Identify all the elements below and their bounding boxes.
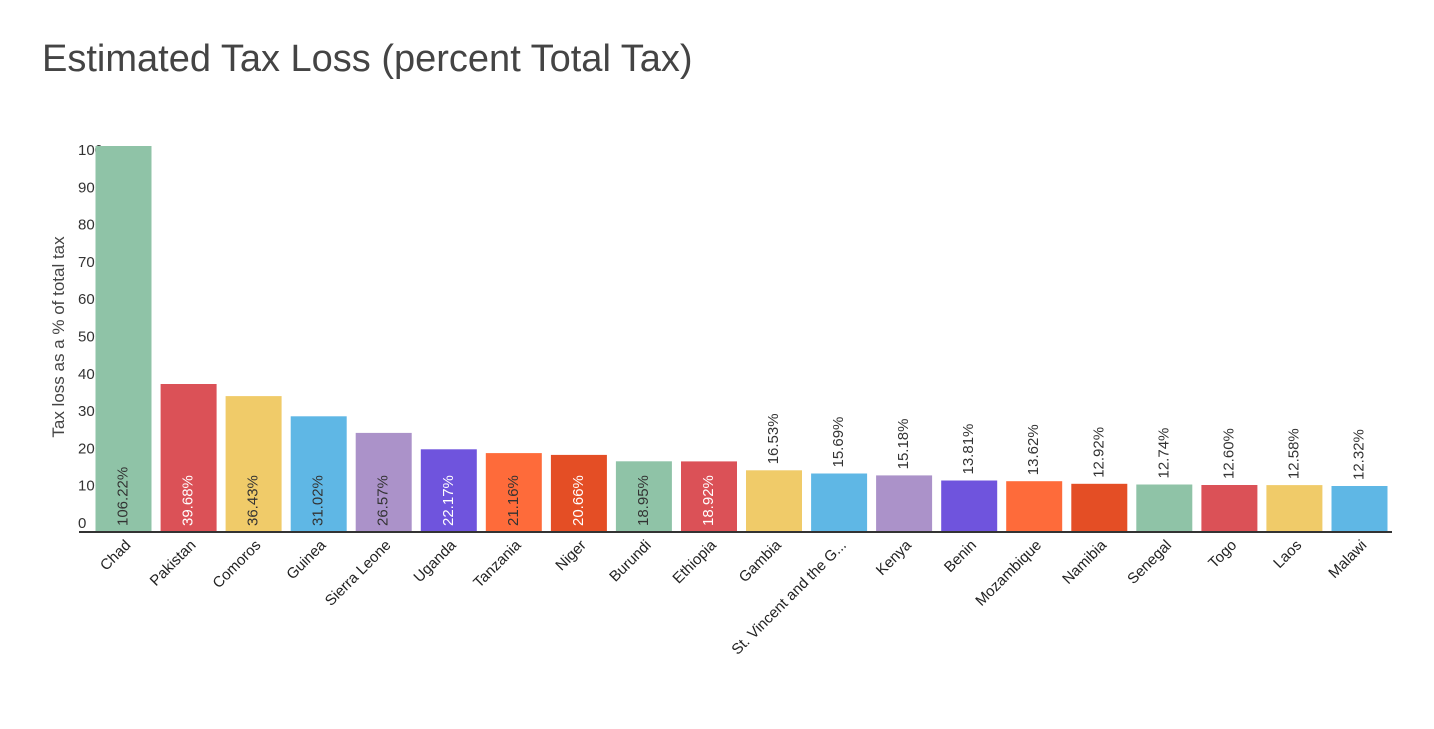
bar	[681, 461, 737, 532]
bar	[941, 480, 998, 532]
y-tick-label: 90	[78, 179, 95, 196]
data-label: 12.74%	[1155, 428, 1172, 479]
bar	[746, 470, 802, 532]
data-label: 12.60%	[1220, 428, 1237, 479]
bar	[420, 449, 477, 532]
x-category-label: Niger	[552, 537, 589, 574]
data-label: 106.22%	[114, 467, 131, 526]
x-category-label: Togo	[1205, 537, 1240, 572]
bar	[95, 146, 152, 532]
x-category-label: Chad	[97, 537, 134, 574]
bar	[550, 454, 607, 532]
y-axis-label: Tax loss as a % of total tax	[49, 236, 68, 438]
data-label: 12.58%	[1285, 428, 1302, 479]
data-label: 13.81%	[960, 424, 977, 475]
data-label: 20.66%	[570, 475, 587, 526]
bar	[160, 384, 217, 532]
data-label: 39.68%	[180, 475, 197, 526]
bars: 106.22% 39.68% 36.43% 31.02% 26.57% 22.17% 21.…	[95, 146, 1388, 532]
bar	[225, 396, 282, 532]
x-category-label: Benin	[941, 537, 980, 576]
bar	[876, 475, 933, 532]
data-label: 13.62%	[1025, 424, 1042, 475]
x-category-label: Gambia	[736, 536, 786, 586]
y-tick-label: 20	[78, 440, 95, 457]
bar	[1006, 481, 1063, 532]
x-category-label: Kenya	[873, 536, 916, 579]
bar	[485, 453, 542, 532]
bar	[1201, 485, 1258, 532]
x-category-label: Malawi	[1325, 537, 1370, 582]
data-label: 15.69%	[830, 417, 847, 468]
y-tick-label: 80	[78, 217, 95, 234]
bar	[355, 432, 412, 532]
x-category-label: Sierra Leone	[322, 537, 395, 610]
data-label: 15.18%	[895, 419, 912, 470]
data-label: 31.02%	[310, 475, 327, 526]
x-category-label: Pakistan	[147, 537, 200, 590]
y-tick-label: 10	[78, 478, 95, 495]
x-category-label: Burundi	[606, 537, 655, 586]
x-category-label: Mozambique	[972, 537, 1045, 610]
x-category-label: Ethiopia	[669, 536, 720, 587]
data-label: 22.17%	[440, 475, 457, 526]
x-category-label: Laos	[1270, 537, 1305, 572]
x-category-label: Comoros	[209, 537, 264, 592]
data-label: 26.57%	[375, 475, 392, 526]
data-label: 12.92%	[1090, 427, 1107, 478]
x-category-label: Namibia	[1059, 536, 1110, 587]
y-tick-label: 70	[78, 254, 95, 271]
x-category-label: Guinea	[283, 536, 330, 583]
x-category-label: Tanzania	[470, 536, 525, 591]
data-label: 12.32%	[1350, 429, 1367, 480]
x-category-label: Senegal	[1124, 537, 1175, 588]
bar	[811, 473, 868, 532]
y-tick-label: 50	[78, 328, 95, 345]
bar	[1331, 486, 1388, 532]
y-tick-label: 40	[78, 366, 95, 383]
y-tick-label: 60	[78, 291, 95, 308]
bar	[290, 416, 347, 532]
data-label: 18.92%	[700, 475, 717, 526]
data-label: 18.95%	[635, 475, 652, 526]
data-label: 21.16%	[505, 475, 522, 526]
x-category-label: Uganda	[410, 536, 460, 586]
y-tick-label: 30	[78, 403, 95, 420]
x-category-label: St. Vincent and the G...	[728, 537, 850, 659]
data-label: 36.43%	[245, 475, 262, 526]
bar	[615, 461, 672, 532]
y-tick-label: 0	[78, 515, 86, 532]
bar	[1136, 484, 1193, 532]
bar	[1266, 485, 1323, 532]
bar	[1071, 483, 1128, 532]
data-label: 16.53%	[765, 413, 782, 464]
chart-title: Estimated Tax Loss (percent Total Tax)	[42, 38, 693, 80]
